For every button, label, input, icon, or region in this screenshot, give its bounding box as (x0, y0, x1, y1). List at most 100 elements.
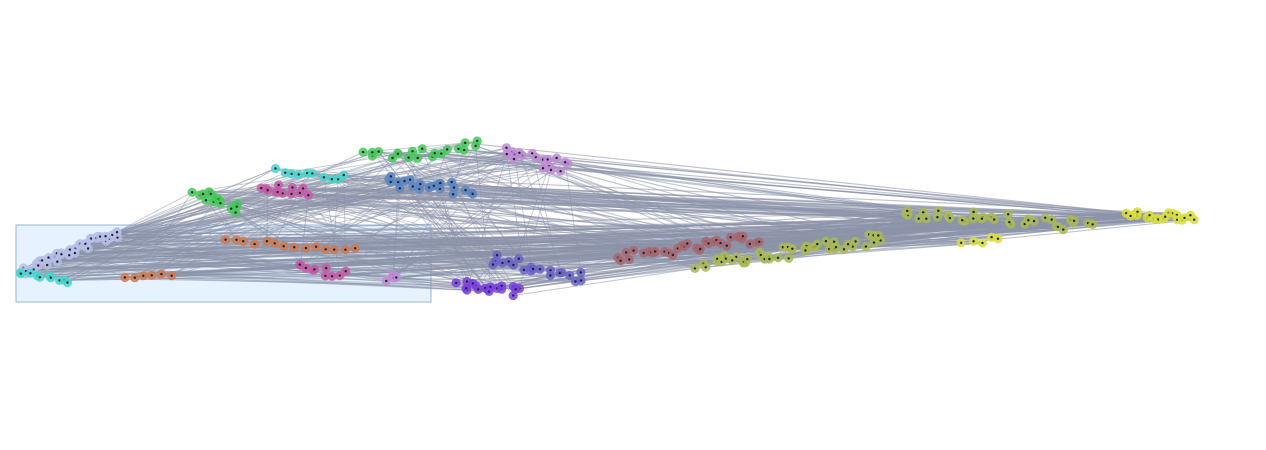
graph-node-olive[interactable] (843, 239, 853, 249)
graph-node-olive[interactable] (829, 237, 839, 247)
graph-node-slate-purple[interactable] (508, 260, 518, 270)
graph-node-green[interactable] (471, 141, 481, 151)
graph-node-orange-brown[interactable] (350, 243, 360, 253)
graph-node-magenta[interactable] (321, 263, 331, 273)
graph-node-cyan[interactable] (287, 169, 297, 179)
graph-node-magenta[interactable] (341, 266, 351, 276)
graph-node-mauve-brown[interactable] (650, 246, 660, 257)
graph-node-slate-purple[interactable] (528, 264, 538, 274)
graph-node-cyan[interactable] (46, 273, 56, 283)
graph-node-orange-brown[interactable] (279, 241, 289, 251)
graph-node-orange-brown[interactable] (130, 273, 140, 283)
graph-node-violet[interactable] (497, 281, 507, 291)
graph-node-steel-blue[interactable] (415, 179, 425, 189)
graph-node-pale-blue[interactable] (112, 227, 122, 237)
graph-node-orange-brown[interactable] (270, 238, 280, 248)
graph-node-slate-purple[interactable] (555, 268, 565, 278)
graph-node-olive[interactable] (914, 214, 924, 224)
graph-node-violet[interactable] (510, 284, 521, 294)
graph-node-pale-blue[interactable] (56, 249, 66, 259)
graph-node-violet[interactable] (451, 278, 461, 288)
graph-node-olive[interactable] (787, 244, 798, 254)
graph-node-olive[interactable] (1029, 216, 1039, 226)
graph-node-steel-blue[interactable] (395, 183, 405, 193)
graph-node-steel-blue[interactable] (405, 175, 415, 185)
graph-node-olive[interactable] (933, 206, 943, 216)
graph-node-orange-brown[interactable] (321, 244, 331, 254)
graph-node-olive[interactable] (945, 213, 955, 223)
graph-node-steel-blue[interactable] (386, 171, 396, 181)
graph-node-cyan[interactable] (319, 172, 329, 182)
graph-node-olive[interactable] (821, 236, 831, 246)
graph-node-mauve-brown[interactable] (621, 247, 631, 258)
graph-node-green[interactable] (187, 187, 197, 197)
graph-node-yellow[interactable] (956, 238, 966, 248)
graph-node-cyan[interactable] (339, 170, 349, 180)
graph-node-olive[interactable] (764, 254, 775, 264)
graph-node-cyan[interactable] (62, 278, 73, 288)
graph-node-mauve-brown[interactable] (624, 254, 634, 265)
graph-node-magenta[interactable] (320, 271, 330, 281)
graph-node-olive[interactable] (784, 253, 794, 263)
graph-node-slate-purple[interactable] (576, 267, 586, 277)
graph-node-olive[interactable] (1047, 215, 1057, 225)
graph-node-cyan[interactable] (16, 269, 26, 279)
graph-node-green[interactable] (417, 144, 427, 154)
graph-node-cyan[interactable] (270, 163, 281, 174)
graph-node-orange-brown[interactable] (138, 271, 148, 281)
graph-node-mauve-brown[interactable] (703, 238, 714, 248)
graph-node-lilac[interactable] (556, 166, 566, 176)
graph-node-olive[interactable] (873, 230, 883, 241)
graph-node-pale-blue[interactable] (83, 243, 93, 254)
graph-node-orange-brown[interactable] (289, 242, 299, 252)
graph-node-green[interactable] (442, 144, 452, 155)
graph-node-pale-blue[interactable] (70, 248, 80, 258)
graph-node-violet[interactable] (473, 284, 483, 294)
graph-node-olive[interactable] (861, 242, 871, 252)
graph-node-magenta[interactable] (263, 185, 273, 195)
graph-node-olive[interactable] (851, 236, 861, 246)
graph-node-green[interactable] (231, 208, 241, 218)
graph-node-lilac[interactable] (391, 272, 401, 283)
graph-node-slate-purple[interactable] (519, 265, 529, 275)
graph-node-magenta[interactable] (309, 264, 320, 274)
graph-node-violet[interactable] (461, 283, 471, 293)
graph-node-green[interactable] (393, 149, 403, 159)
graph-node-slate-purple[interactable] (535, 264, 545, 274)
graph-node-lilac[interactable] (381, 276, 391, 286)
graph-node-green[interactable] (201, 195, 211, 205)
graph-node-green[interactable] (374, 147, 384, 157)
graph-node-green[interactable] (459, 145, 469, 155)
graph-node-olive[interactable] (1004, 217, 1014, 227)
graph-node-yellow[interactable] (993, 234, 1003, 244)
graph-node-steel-blue[interactable] (448, 189, 458, 199)
graph-node-lilac[interactable] (560, 157, 570, 167)
graph-node-yellow[interactable] (977, 238, 988, 248)
graph-node-orange-brown[interactable] (262, 236, 272, 246)
graph-node-slate-purple[interactable] (488, 260, 498, 270)
graph-node-orange-brown[interactable] (238, 236, 248, 246)
graph-node-olive[interactable] (969, 207, 979, 217)
graph-node-olive[interactable] (968, 214, 978, 224)
graph-node-orange-brown[interactable] (167, 271, 177, 281)
graph-node-violet[interactable] (468, 278, 478, 288)
graph-node-slate-purple[interactable] (565, 270, 575, 281)
graph-node-lilac[interactable] (546, 165, 556, 175)
graph-node-steel-blue[interactable] (468, 189, 478, 199)
graph-node-slate-purple[interactable] (514, 254, 524, 264)
graph-node-green[interactable] (404, 153, 414, 163)
graph-node-orange-brown[interactable] (220, 235, 231, 245)
graph-node-olive[interactable] (701, 262, 711, 272)
graph-node-olive[interactable] (957, 215, 967, 225)
graph-node-orange-brown[interactable] (147, 270, 157, 280)
graph-node-magenta[interactable] (274, 180, 284, 190)
graph-node-yellow[interactable] (1132, 207, 1143, 217)
graph-node-orange-brown[interactable] (156, 269, 166, 279)
graph-node-magenta[interactable] (301, 263, 311, 273)
graph-node-yellow[interactable] (1189, 215, 1199, 225)
graph-node-olive[interactable] (812, 239, 822, 249)
graph-node-cyan[interactable] (307, 168, 317, 178)
graph-node-slate-purple[interactable] (492, 250, 502, 260)
graph-node-mauve-brown[interactable] (682, 239, 692, 249)
